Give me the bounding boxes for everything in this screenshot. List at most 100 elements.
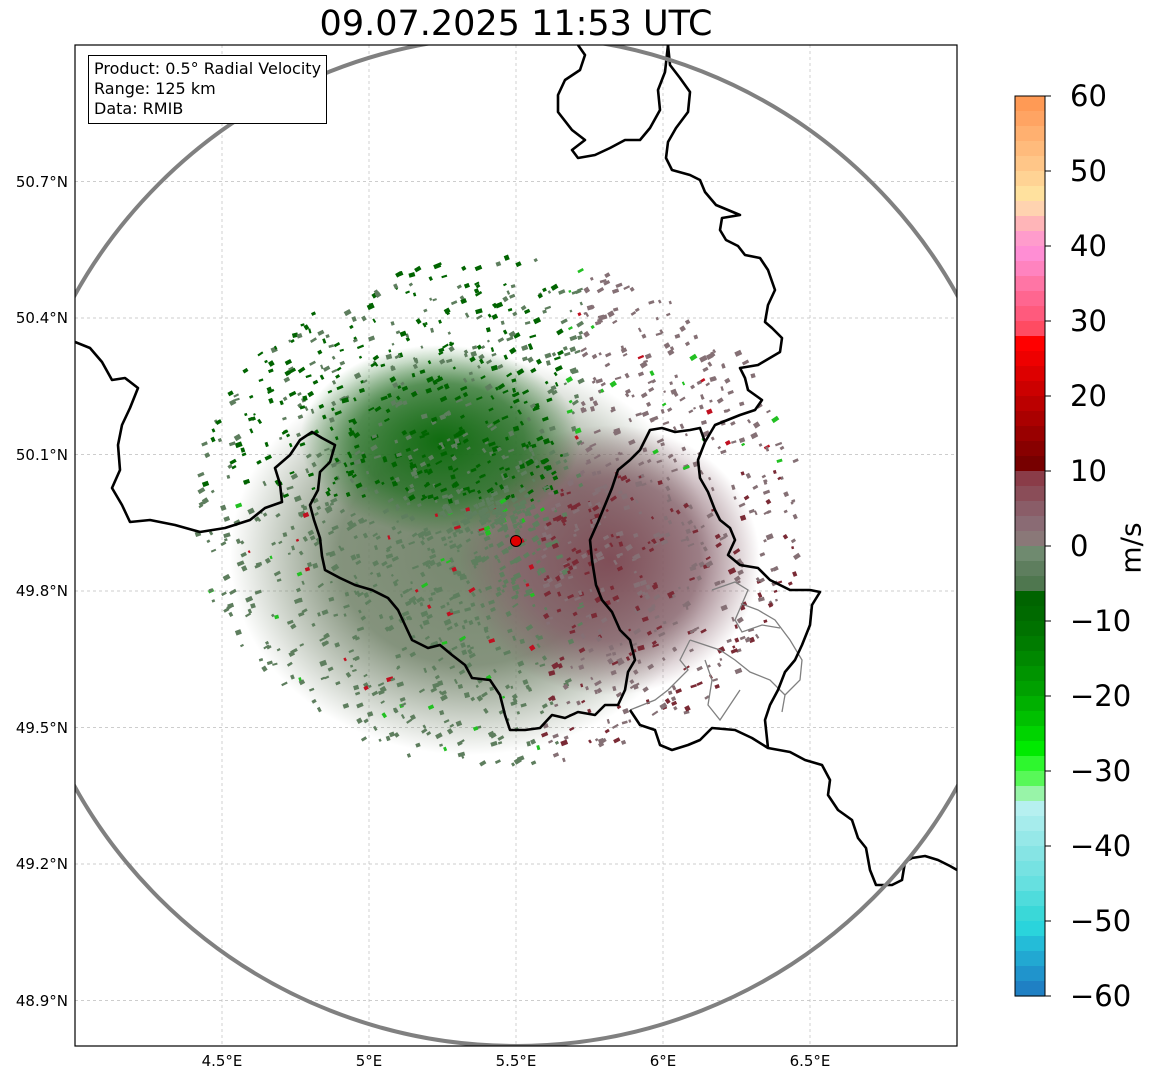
- velocity-pixel: [567, 570, 571, 575]
- velocity-pixel: [554, 740, 560, 745]
- velocity-pixel: [453, 622, 459, 628]
- velocity-pixel: [518, 541, 526, 548]
- velocity-pixel: [445, 559, 452, 564]
- velocity-pixel: [408, 494, 416, 502]
- velocity-pixel: [552, 752, 560, 758]
- velocity-pixel: [335, 458, 340, 463]
- velocity-pixel: [655, 316, 659, 321]
- velocity-pixel: [223, 532, 231, 539]
- admin-border-4: [629, 639, 691, 711]
- velocity-pixel: [485, 585, 493, 591]
- velocity-pixel: [773, 589, 778, 593]
- velocity-pixel: [204, 452, 211, 459]
- velocity-pixel: [497, 383, 506, 390]
- velocity-pixel: [783, 491, 790, 498]
- velocity-pixel: [463, 352, 468, 358]
- velocity-pixel: [483, 707, 489, 714]
- colorbar-band: [1015, 546, 1045, 562]
- velocity-pixel: [666, 312, 671, 317]
- velocity-pixel: [531, 451, 535, 457]
- velocity-pixel: [426, 463, 431, 467]
- velocity-pixel: [311, 622, 316, 627]
- velocity-pixel: [380, 700, 385, 705]
- velocity-pixel: [589, 442, 597, 448]
- echo-field-inbound-strong: [300, 345, 580, 535]
- velocity-pixel: [494, 759, 501, 764]
- velocity-pixel: [509, 559, 517, 565]
- velocity-pixel: [716, 646, 726, 654]
- velocity-pixel: [748, 636, 755, 644]
- colorbar-tick-label: −40: [1070, 829, 1132, 863]
- colorbar-tick-label: 30: [1070, 304, 1107, 338]
- velocity-pixel: [368, 302, 374, 308]
- velocity-pixel: [425, 387, 433, 394]
- velocity-pixel: [253, 413, 256, 416]
- velocity-pixel: [377, 682, 385, 687]
- velocity-pixel: [578, 330, 584, 336]
- velocity-pixel: [273, 570, 281, 577]
- velocity-pixel: [599, 587, 606, 593]
- velocity-pixel: [446, 728, 454, 735]
- velocity-pixel: [477, 489, 482, 495]
- velocity-pixel: [342, 703, 350, 709]
- velocity-pixel: [286, 433, 291, 438]
- velocity-pixel: [500, 523, 505, 528]
- velocity-pixel: [437, 375, 441, 379]
- velocity-pixel: [472, 510, 478, 516]
- velocity-pixel: [732, 548, 741, 555]
- velocity-pixel: [738, 437, 746, 443]
- velocity-pixel: [548, 449, 556, 456]
- colorbar-tick-label: 10: [1070, 454, 1107, 488]
- velocity-pixel: [739, 514, 747, 522]
- velocity-pixel: [400, 593, 404, 598]
- colorbar-band: [1015, 816, 1045, 832]
- velocity-pixel: [637, 354, 645, 360]
- velocity-pixel: [659, 702, 668, 710]
- velocity-pixel: [709, 399, 713, 403]
- velocity-pixel: [385, 408, 391, 414]
- velocity-pixel: [297, 366, 306, 374]
- velocity-pixel: [577, 590, 583, 596]
- velocity-pixel: [618, 490, 623, 495]
- velocity-pixel: [791, 546, 795, 550]
- velocity-pixel: [611, 723, 619, 730]
- velocity-pixel: [396, 665, 401, 669]
- velocity-pixel: [335, 374, 341, 379]
- velocity-pixel: [301, 580, 305, 586]
- velocity-pixel: [316, 505, 322, 511]
- velocity-pixel: [242, 478, 251, 485]
- velocity-pixel: [570, 665, 574, 670]
- velocity-pixel: [465, 507, 471, 512]
- velocity-pixel: [757, 592, 763, 598]
- velocity-pixel: [301, 608, 308, 614]
- velocity-pixel: [348, 427, 353, 432]
- velocity-pixel: [360, 458, 366, 464]
- velocity-pixel: [687, 504, 693, 509]
- velocity-pixel: [709, 376, 717, 383]
- velocity-pixel: [456, 740, 463, 746]
- velocity-pixel: [529, 334, 537, 339]
- velocity-pixel: [615, 535, 620, 539]
- velocity-pixel: [488, 638, 496, 644]
- colorbar-band: [1015, 756, 1045, 772]
- velocity-pixel: [550, 470, 557, 476]
- velocity-pixel: [257, 351, 264, 357]
- velocity-pixel: [353, 574, 358, 580]
- colorbar-band: [1015, 261, 1045, 277]
- velocity-pixel: [477, 364, 481, 369]
- velocity-pixel: [459, 575, 468, 581]
- velocity-pixel: [355, 482, 363, 489]
- velocity-pixel: [746, 636, 751, 641]
- velocity-pixel: [362, 532, 369, 539]
- velocity-pixel: [446, 601, 450, 606]
- velocity-pixel: [288, 442, 293, 448]
- velocity-pixel: [443, 719, 450, 724]
- colorbar-band: [1015, 291, 1045, 307]
- velocity-pixel: [353, 397, 357, 402]
- velocity-pixel: [353, 458, 362, 466]
- velocity-pixel: [451, 566, 457, 573]
- velocity-pixel: [454, 438, 460, 445]
- velocity-pixel: [699, 469, 704, 475]
- velocity-pixel: [569, 346, 577, 353]
- velocity-pixel: [720, 386, 724, 392]
